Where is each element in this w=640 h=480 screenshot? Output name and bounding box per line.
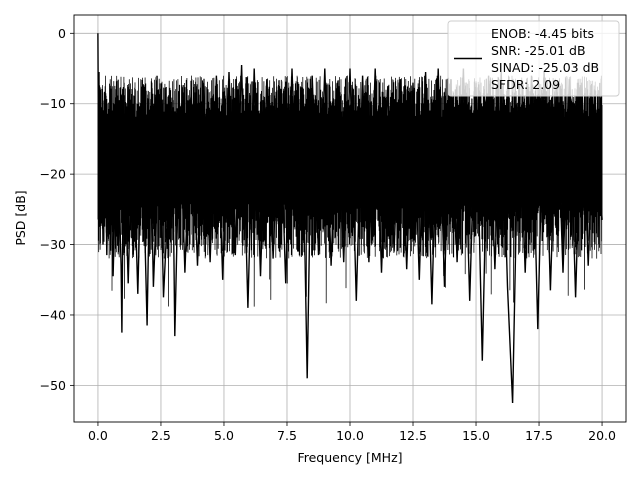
x-tick-label: 17.5: [525, 428, 553, 443]
x-tick-label: 0.0: [88, 428, 108, 443]
x-tick-label: 10.0: [336, 428, 364, 443]
x-tick-label: 15.0: [462, 428, 490, 443]
legend: ENOB: -4.45 bits SNR: -25.01 dB SINAD: -…: [447, 20, 620, 97]
psd-noise-band: [97, 75, 603, 307]
y-tick-label: −50: [40, 378, 66, 393]
x-tick-label: 5.0: [214, 428, 234, 443]
x-tick-label: 7.5: [277, 428, 297, 443]
y-axis-label: PSD [dB]: [13, 190, 28, 245]
ticks: 0.0 2.5 5.0 7.5 10.0 12.5 15.0 17.5 20.0 0 −10 −20 −…: [40, 26, 616, 443]
legend-box: [447, 20, 620, 97]
y-tick-label: −10: [40, 96, 66, 111]
x-tick-label: 2.5: [151, 428, 171, 443]
data-layer: [97, 33, 603, 404]
x-tick-label: 12.5: [399, 428, 427, 443]
y-tick-label: −40: [40, 307, 66, 322]
legend-line-sfdr: SFDR: 2.09: [491, 77, 560, 92]
x-tick-label: 20.0: [588, 428, 616, 443]
legend-line-enob: ENOB: -4.45 bits: [491, 26, 594, 41]
y-tick-label: −20: [40, 167, 66, 182]
x-axis-label: Frequency [MHz]: [297, 450, 402, 465]
y-tick-label: 0: [58, 26, 66, 41]
legend-line-sinad: SINAD: -25.03 dB: [491, 60, 599, 75]
y-tick-label: −30: [40, 237, 66, 252]
legend-line-snr: SNR: -25.01 dB: [491, 43, 586, 58]
